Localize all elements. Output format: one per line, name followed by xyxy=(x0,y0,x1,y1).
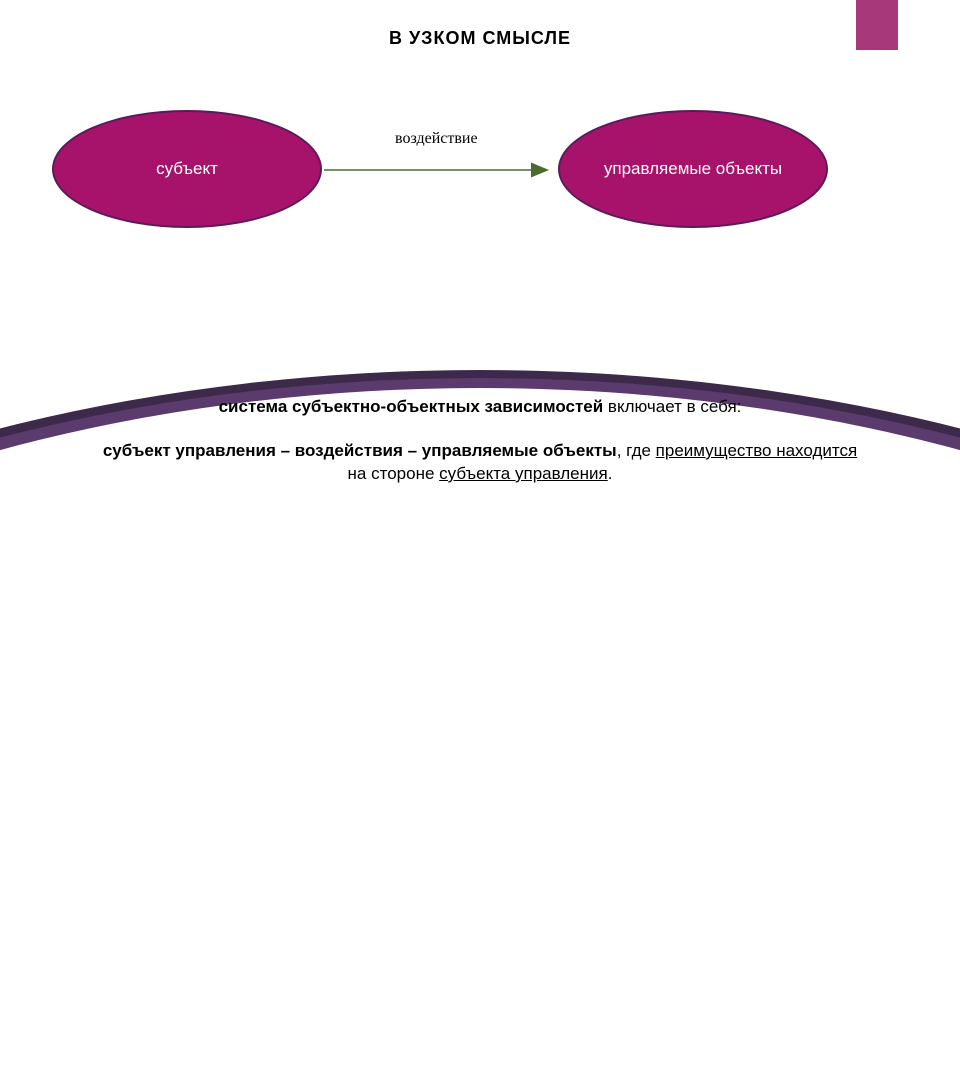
summary-2-p3: преимущество находится xyxy=(656,441,858,460)
arrow-icon xyxy=(322,155,560,185)
summary-2-bold: субъект управления – воздействия – управ… xyxy=(103,441,617,460)
arc-inner xyxy=(0,388,960,1080)
summary-2-p4: на стороне xyxy=(348,464,440,483)
summary-2-p5: субъекта управления xyxy=(439,464,608,483)
node-subject-label: субъект xyxy=(156,158,218,179)
summary-1-rest: включает в себя: xyxy=(608,397,741,416)
node-subject: субъект xyxy=(52,110,322,228)
arrow-label: воздействие xyxy=(395,130,478,148)
summary-1-bold: система субъектно-объектных зависимостей xyxy=(219,397,608,416)
node-objects: управляемые объекты xyxy=(558,110,828,228)
summary-line-2: субъект управления – воздействия – управ… xyxy=(100,440,860,486)
page-title: В УЗКОМ СМЫСЛЕ xyxy=(0,28,960,49)
summary-line-1: система субъектно-объектных зависимостей… xyxy=(100,396,860,419)
summary-2-p2: , где xyxy=(617,441,656,460)
node-objects-label: управляемые объекты xyxy=(564,158,822,179)
summary-2-p6: . xyxy=(608,464,613,483)
